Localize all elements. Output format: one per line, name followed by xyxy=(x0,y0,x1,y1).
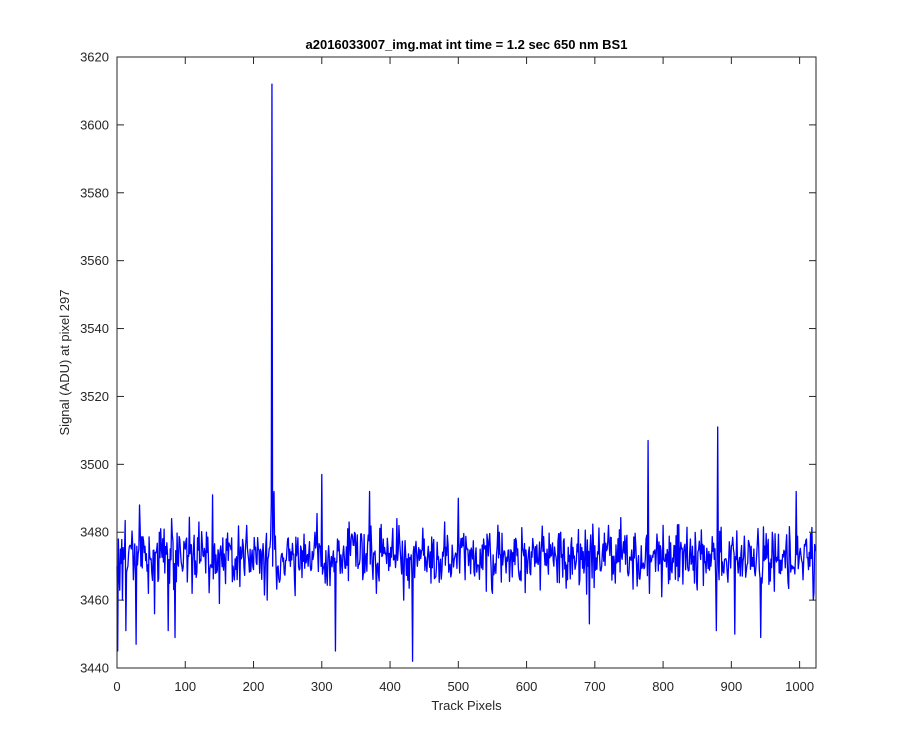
y-tick-label: 3520 xyxy=(80,389,109,404)
x-axis-label: Track Pixels xyxy=(431,698,502,713)
x-tick-label: 600 xyxy=(516,679,538,694)
signal-series-line xyxy=(116,83,816,662)
y-tick-label: 3460 xyxy=(80,593,109,608)
plot-background xyxy=(117,57,816,668)
y-tick-label: 3600 xyxy=(80,117,109,132)
y-tick-label: 3440 xyxy=(80,661,109,676)
chart-title: a2016033007_img.mat int time = 1.2 sec 6… xyxy=(306,37,628,52)
x-tick-label: 800 xyxy=(652,679,674,694)
y-tick-label: 3540 xyxy=(80,321,109,336)
y-tick-label: 3580 xyxy=(80,185,109,200)
ticks-layer: 0 100 200 300 400 500 600 700 800 900 1000 3440 3460… xyxy=(80,50,816,694)
x-tick-label: 500 xyxy=(447,679,469,694)
y-tick-label: 3620 xyxy=(80,50,109,65)
y-tick-label: 3560 xyxy=(80,253,109,268)
x-tick-label: 700 xyxy=(584,679,606,694)
x-tick-label: 1000 xyxy=(785,679,814,694)
x-tick-label: 100 xyxy=(174,679,196,694)
axes-box xyxy=(116,56,817,669)
y-tick-label: 3500 xyxy=(80,457,109,472)
x-tick-label: 300 xyxy=(311,679,333,694)
x-tick-label: 0 xyxy=(113,679,120,694)
y-tick-label: 3480 xyxy=(80,525,109,540)
series-layer xyxy=(116,83,816,662)
x-tick-label: 200 xyxy=(243,679,265,694)
y-axis-label: Signal (ADU) at pixel 297 xyxy=(57,290,72,436)
x-tick-label: 400 xyxy=(379,679,401,694)
x-tick-label: 900 xyxy=(721,679,743,694)
